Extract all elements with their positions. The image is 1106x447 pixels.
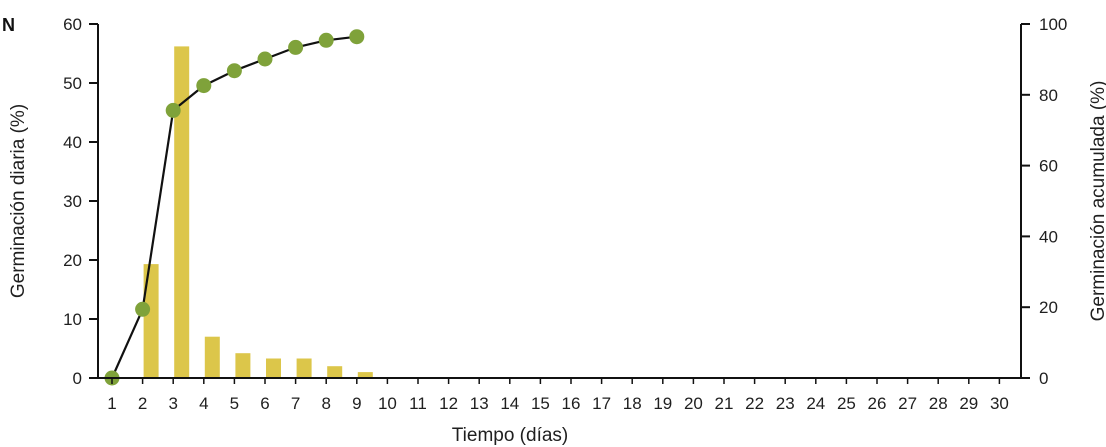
left-y-tick-label: 50 xyxy=(63,74,82,93)
x-axis-title: Tiempo (días) xyxy=(452,425,569,446)
bar-day-4 xyxy=(204,336,220,378)
cumulative-point-day-3 xyxy=(165,102,181,118)
x-tick-label-29: 29 xyxy=(959,394,978,413)
x-tick-label-10: 10 xyxy=(378,394,397,413)
x-ticks: 1 2 3 4 5 6 7 8 9 10 11 12 13 14 15 16 17 18 19 20 21 22 23 24 2… xyxy=(107,378,1009,413)
x-tick-label-2: 2 xyxy=(138,394,147,413)
bar-day-9 xyxy=(357,372,373,378)
right-y-axis-title: Germinación acumulada (%) xyxy=(1088,81,1106,322)
right-y-tick-label: 40 xyxy=(1039,227,1058,246)
markers-layer xyxy=(104,29,365,386)
cumulative-point-day-7 xyxy=(288,39,304,55)
x-tick-label-4: 4 xyxy=(199,394,208,413)
x-tick-label-27: 27 xyxy=(898,394,917,413)
x-tick-label-7: 7 xyxy=(291,394,300,413)
bars-layer xyxy=(143,46,373,379)
left-y-axis-title: Germinación diaria (%) xyxy=(8,104,29,298)
cumulative-point-day-6 xyxy=(257,51,273,67)
x-tick-label-1: 1 xyxy=(107,394,116,413)
x-tick-label-18: 18 xyxy=(623,394,642,413)
cumulative-point-day-2 xyxy=(135,301,151,317)
left-y-tick-label: 40 xyxy=(63,133,82,152)
bar-day-7 xyxy=(296,358,312,378)
right-y-tick-label: 100 xyxy=(1039,15,1067,34)
bar-day-6 xyxy=(266,358,281,378)
x-tick-label-16: 16 xyxy=(562,394,581,413)
left-y-tick-label: 20 xyxy=(63,251,82,270)
right-y-ticks: 0 20 40 60 80 100 xyxy=(1021,15,1067,388)
x-tick-label-9: 9 xyxy=(352,394,361,413)
left-y-tick-label: 30 xyxy=(63,192,82,211)
cumulative-point-day-9 xyxy=(349,29,365,45)
x-tick-label-20: 20 xyxy=(684,394,703,413)
left-y-tick-label: 0 xyxy=(73,369,82,388)
x-tick-label-23: 23 xyxy=(776,394,795,413)
bar-day-5 xyxy=(235,353,251,378)
x-tick-label-12: 12 xyxy=(439,394,458,413)
left-y-ticks: 0 10 20 30 40 50 60 xyxy=(63,15,98,388)
x-tick-label-24: 24 xyxy=(806,394,825,413)
x-tick-label-30: 30 xyxy=(990,394,1009,413)
cumulative-point-day-4 xyxy=(196,78,212,94)
x-tick-label-21: 21 xyxy=(715,394,734,413)
right-y-tick-label: 0 xyxy=(1039,369,1048,388)
x-tick-label-6: 6 xyxy=(260,394,269,413)
right-y-tick-label: 20 xyxy=(1039,298,1058,317)
x-tick-label-19: 19 xyxy=(653,394,672,413)
cumulative-point-day-8 xyxy=(318,32,334,48)
x-tick-label-3: 3 xyxy=(168,394,177,413)
x-tick-label-26: 26 xyxy=(868,394,887,413)
x-tick-label-13: 13 xyxy=(470,394,489,413)
x-tick-label-22: 22 xyxy=(745,394,764,413)
right-y-tick-label: 80 xyxy=(1039,86,1058,105)
x-tick-label-15: 15 xyxy=(531,394,550,413)
x-tick-label-11: 11 xyxy=(409,394,427,413)
left-y-tick-label: 60 xyxy=(63,15,82,34)
x-tick-label-17: 17 xyxy=(592,394,611,413)
x-tick-label-5: 5 xyxy=(230,394,239,413)
panel-label: N xyxy=(2,15,15,35)
right-y-tick-label: 60 xyxy=(1039,157,1058,176)
x-tick-label-28: 28 xyxy=(929,394,948,413)
left-y-tick-label: 10 xyxy=(63,310,82,329)
x-tick-label-8: 8 xyxy=(321,394,330,413)
bar-day-3 xyxy=(174,46,190,379)
bar-day-2 xyxy=(143,264,159,378)
x-tick-label-14: 14 xyxy=(500,394,519,413)
cumulative-point-day-5 xyxy=(226,63,242,79)
x-tick-label-25: 25 xyxy=(837,394,856,413)
bar-day-8 xyxy=(327,366,343,378)
